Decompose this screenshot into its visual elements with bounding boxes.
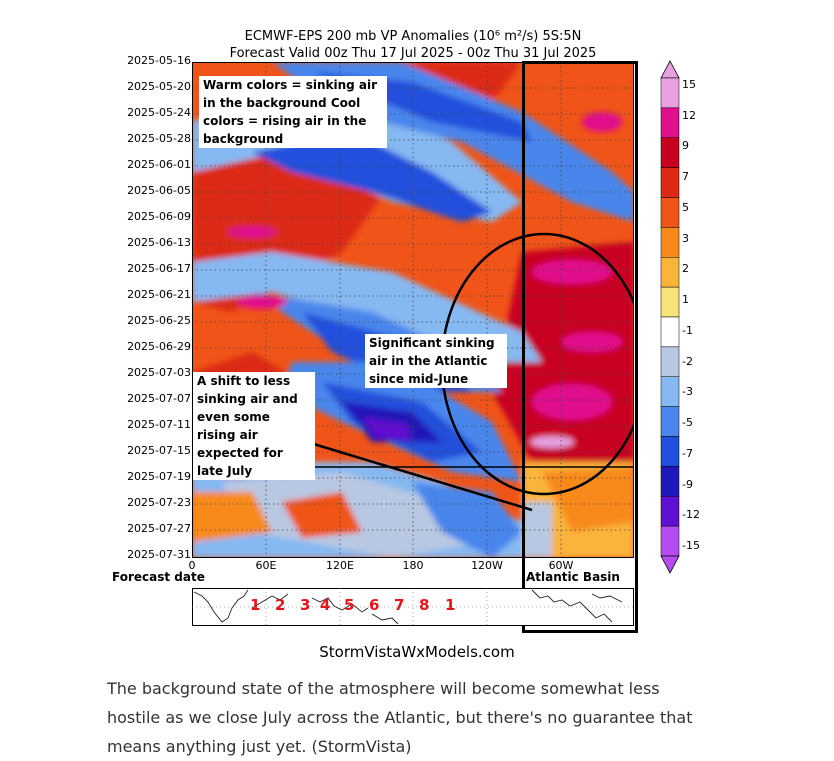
coastlines <box>193 589 623 625</box>
y-tick: 2025-06-17 <box>127 262 191 275</box>
colorbar-cell <box>660 496 680 527</box>
y-tick: 2025-05-28 <box>127 132 191 145</box>
colorbar-tick: -12 <box>682 508 700 521</box>
colorbar-tick: 2 <box>682 262 689 275</box>
x-tick: 60W <box>548 559 574 572</box>
colorbar-cell <box>660 286 680 318</box>
colorbar-cell <box>660 436 680 467</box>
colorbar-tick: -1 <box>682 324 693 337</box>
chart-title-line1: ECMWF-EPS 200 mb VP Anomalies (10⁶ m²/s)… <box>244 29 582 44</box>
y-tick: 2025-07-11 <box>127 418 191 431</box>
mjo-phase: 5 <box>344 596 355 614</box>
legend-note: Warm colors = sinking air in the backgro… <box>199 76 387 148</box>
article-caption: The background state of the atmosphere w… <box>107 679 693 756</box>
mjo-phase: 6 <box>369 596 380 614</box>
x-tick: 60E <box>255 559 277 572</box>
colorbar-tick: -9 <box>682 478 693 491</box>
colorbar-cell <box>660 316 680 348</box>
x-tick: 180 <box>402 559 424 572</box>
y-tick: 2025-07-07 <box>127 392 191 405</box>
mjo-phase: 8 <box>419 596 430 614</box>
y-tick: 2025-07-15 <box>127 444 191 457</box>
atlantic-note: Significant sinking air in the Atlantic … <box>365 334 507 388</box>
y-tick: 2025-07-27 <box>127 522 191 535</box>
colorbar-arrow-top <box>660 60 680 79</box>
y-tick: 2025-06-09 <box>127 210 191 223</box>
colorbar-cell <box>660 167 680 198</box>
x-tick: 120E <box>326 559 354 572</box>
colorbar-tick: -15 <box>682 539 700 552</box>
mjo-phase: 1 <box>250 596 261 614</box>
colorbar-cell <box>660 406 680 437</box>
y-tick: 2025-05-20 <box>127 80 191 93</box>
colorbar-cell <box>660 137 680 168</box>
map-grid <box>192 588 634 626</box>
shift-note: A shift to less sinking air and even som… <box>193 372 315 480</box>
colorbar-cell <box>660 525 680 557</box>
forecast-date-label: Forecast date <box>112 570 205 584</box>
atlantic-box <box>522 61 638 633</box>
colorbar-cell <box>660 197 680 228</box>
chart-title-line2: Forecast Valid 00z Thu 17 Jul 2025 - 00z… <box>229 46 597 61</box>
x-tick: 120W <box>471 559 503 572</box>
colorbar-tick: 7 <box>682 170 689 183</box>
colorbar-arrow-bottom <box>660 555 680 574</box>
y-tick: 2025-07-19 <box>127 470 191 483</box>
y-tick: 2025-07-03 <box>127 366 191 379</box>
colorbar-cell <box>660 77 680 109</box>
atlantic-basin-label: Atlantic Basin <box>526 570 620 584</box>
colorbar-cell <box>660 257 680 288</box>
y-tick: 2025-06-01 <box>127 158 191 171</box>
mjo-phase: 4 <box>320 596 331 614</box>
colorbar-cell <box>660 107 680 138</box>
colorbar-cell <box>660 376 680 407</box>
world-map-strip <box>192 588 634 626</box>
y-tick: 2025-06-05 <box>127 184 191 197</box>
y-tick: 2025-07-23 <box>127 496 191 509</box>
y-tick: 2025-06-13 <box>127 236 191 249</box>
colorbar-cell <box>660 466 680 497</box>
colorbar <box>660 60 680 574</box>
plot-frame <box>192 62 634 558</box>
colorbar-tick: -3 <box>682 385 693 398</box>
mjo-phase: 7 <box>394 596 405 614</box>
colorbar-tick: -7 <box>682 447 693 460</box>
colorbar-tick: 5 <box>682 201 689 214</box>
mjo-phase: 3 <box>300 596 311 614</box>
y-tick: 2025-07-31 <box>127 548 191 561</box>
mjo-phase: 2 <box>275 596 286 614</box>
y-tick: 2025-06-25 <box>127 314 191 327</box>
colorbar-tick: -2 <box>682 355 693 368</box>
y-tick: 2025-05-24 <box>127 106 191 119</box>
colorbar-tick: 1 <box>682 293 689 306</box>
colorbar-tick: 3 <box>682 232 689 245</box>
y-tick: 2025-06-21 <box>127 288 191 301</box>
y-tick: 2025-05-16 <box>127 54 191 67</box>
colorbar-tick: 15 <box>682 78 696 91</box>
colorbar-tick: -5 <box>682 416 693 429</box>
shift-arrow-line <box>306 440 533 512</box>
y-tick: 2025-06-29 <box>127 340 191 353</box>
colorbar-tick: 12 <box>682 109 696 122</box>
colorbar-tick: 9 <box>682 139 689 152</box>
colorbar-cell <box>660 227 680 258</box>
colorbar-cell <box>660 346 680 377</box>
x-tick: 0 <box>188 559 196 572</box>
mjo-phase: 1 <box>445 596 456 614</box>
image-credit: StormVistaWxModels.com <box>319 643 515 661</box>
